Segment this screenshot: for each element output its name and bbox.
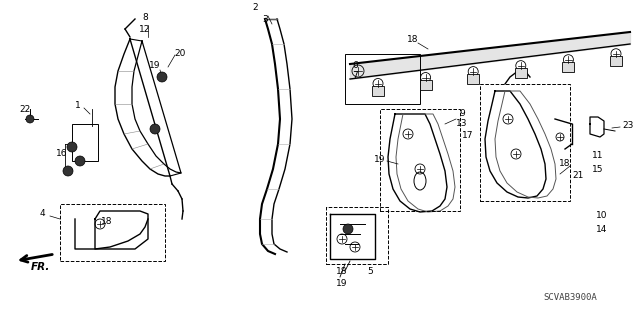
Text: 18: 18 — [559, 160, 571, 168]
Circle shape — [26, 115, 34, 123]
Bar — [480, 84, 570, 201]
Circle shape — [157, 72, 167, 82]
Circle shape — [343, 224, 353, 234]
Text: 23: 23 — [622, 122, 634, 130]
Circle shape — [150, 124, 160, 134]
Text: 21: 21 — [572, 172, 584, 181]
Text: 1: 1 — [75, 101, 81, 110]
Text: 2: 2 — [252, 4, 258, 12]
Text: 9: 9 — [459, 108, 465, 117]
Bar — [563, 62, 575, 72]
Text: 19: 19 — [374, 154, 386, 164]
Text: 11: 11 — [592, 152, 604, 160]
Bar — [420, 79, 431, 90]
Text: 13: 13 — [456, 120, 468, 129]
Text: 4: 4 — [39, 210, 45, 219]
Bar — [72, 124, 98, 161]
Text: 14: 14 — [596, 225, 608, 234]
Circle shape — [67, 142, 77, 152]
Text: 19: 19 — [336, 278, 348, 287]
Text: 19: 19 — [149, 62, 161, 70]
Circle shape — [75, 156, 85, 166]
Text: 17: 17 — [462, 131, 474, 140]
Text: 6: 6 — [352, 61, 358, 70]
Text: 10: 10 — [596, 211, 608, 220]
Bar — [515, 68, 527, 78]
Bar — [326, 207, 388, 264]
Text: SCVAB3900A: SCVAB3900A — [543, 293, 597, 301]
Text: 8: 8 — [142, 13, 148, 23]
Text: 18: 18 — [101, 217, 113, 226]
Text: 18: 18 — [407, 34, 419, 43]
Text: 15: 15 — [592, 165, 604, 174]
Text: 20: 20 — [174, 48, 186, 57]
Text: 5: 5 — [367, 268, 373, 277]
Bar — [372, 85, 384, 95]
Text: 16: 16 — [56, 150, 68, 159]
Bar — [345, 54, 420, 104]
Bar — [60, 204, 165, 261]
Bar — [610, 56, 622, 66]
Bar — [380, 109, 460, 211]
Text: 18: 18 — [336, 268, 348, 277]
Text: 7: 7 — [352, 71, 358, 80]
Text: FR.: FR. — [30, 262, 50, 272]
Text: 3: 3 — [262, 14, 268, 24]
Text: 22: 22 — [19, 105, 31, 114]
Text: 12: 12 — [140, 25, 150, 33]
Circle shape — [63, 166, 73, 176]
Bar — [467, 74, 479, 84]
